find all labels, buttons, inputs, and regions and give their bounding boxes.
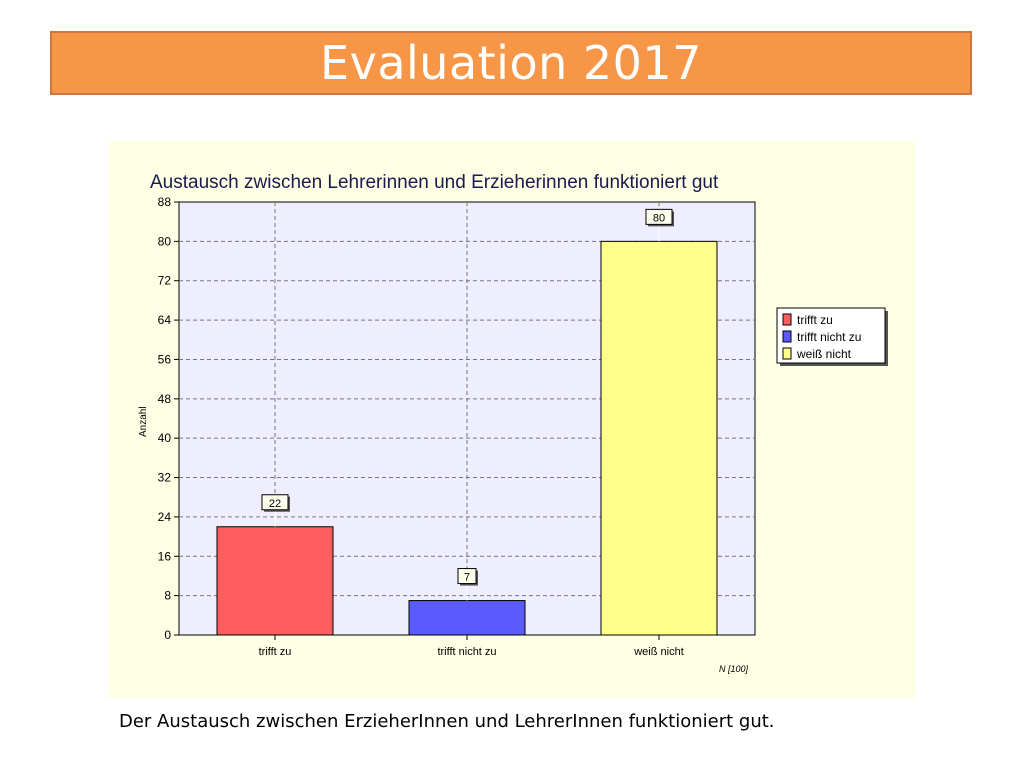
bar-3 (600, 240, 718, 636)
y-axis-ticks: 0 8 16 24 32 40 48 56 64 72 80 88 (158, 195, 179, 642)
y-tick-label: 64 (158, 313, 172, 327)
x-tick-label: trifft nicht zu (437, 646, 496, 658)
x-tick-label: weiß nicht (633, 646, 684, 658)
y-tick-label: 40 (158, 431, 172, 445)
y-tick-label: 8 (164, 589, 171, 603)
y-tick-label: 72 (158, 274, 172, 288)
chart-panel: Austausch zwischen Lehrerinnen und Erzie… (108, 141, 915, 698)
legend-entry: trifft nicht zu (797, 330, 861, 344)
chart-title: Austausch zwischen Lehrerinnen und Erzie… (150, 172, 719, 193)
x-axis-labels: trifft zu trifft nicht zu weiß nicht (259, 635, 684, 658)
legend-entry: weiß nicht (796, 347, 852, 361)
bar-1 (216, 526, 334, 636)
y-tick-label: 16 (158, 549, 172, 563)
y-tick-label: 32 (158, 471, 172, 485)
value-label-box (645, 208, 673, 225)
legend-swatch (782, 330, 792, 343)
y-tick-label: 56 (158, 352, 172, 366)
value-label-box (457, 568, 477, 585)
legend-entry: trifft zu (797, 313, 833, 327)
value-label: 22 (269, 498, 281, 510)
y-tick-label: 80 (158, 234, 172, 248)
legend-swatch (782, 313, 792, 326)
slide-title: Evaluation 2017 (320, 36, 702, 90)
y-tick-label: 0 (164, 628, 171, 642)
y-tick-label: 24 (158, 510, 172, 524)
bar-chart: Austausch zwischen Lehrerinnen und Erzie… (138, 172, 888, 674)
title-banner: Evaluation 2017 (50, 31, 972, 95)
legend-box (776, 307, 886, 364)
value-label: 7 (464, 572, 470, 584)
x-tick-label: trifft zu (259, 646, 292, 658)
y-axis-label: Anzahl (138, 406, 149, 437)
bar-2 (408, 600, 526, 636)
y-tick-label: 48 (158, 392, 172, 406)
legend: trifft zu trifft nicht zu weiß nicht (776, 307, 888, 366)
value-label: 80 (653, 212, 665, 224)
value-label-box (261, 494, 289, 511)
chart-footnote: N [100] (719, 664, 749, 674)
legend-swatch (782, 347, 792, 360)
slide-caption: Der Austausch zwischen ErzieherInnen und… (119, 711, 775, 732)
value-labels: 22 7 80 (261, 208, 674, 601)
y-tick-label: 88 (158, 195, 172, 209)
